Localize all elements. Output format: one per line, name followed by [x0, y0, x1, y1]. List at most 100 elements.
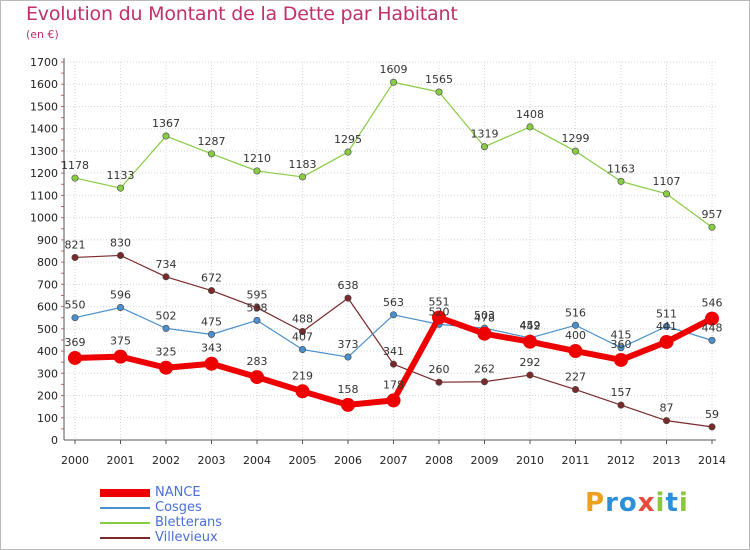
data-point-villevieux: [253, 304, 261, 312]
data-label-bletterans: 1408: [516, 108, 544, 121]
data-label-nance: 546: [702, 297, 723, 310]
data-label-nance: 551: [429, 295, 450, 308]
data-point-villevieux: [162, 273, 170, 281]
data-point-villevieux: [117, 251, 125, 259]
y-tick-label: 1600: [30, 78, 58, 91]
data-point-villevieux: [617, 401, 625, 409]
data-label-bletterans: 1565: [425, 73, 453, 86]
data-point-villevieux: [389, 360, 397, 368]
data-point-nance: [204, 356, 219, 371]
data-label-bletterans: 1295: [334, 133, 362, 146]
data-point-villevieux: [208, 287, 216, 295]
data-point-cosges: [208, 330, 216, 338]
logo-letter: i: [655, 488, 666, 518]
data-label-bletterans: 1319: [471, 128, 499, 141]
data-label-villevieux: 488: [292, 312, 313, 325]
data-point-villevieux: [71, 253, 79, 261]
data-label-villevieux: 595: [247, 289, 268, 302]
data-label-bletterans: 1183: [289, 158, 317, 171]
data-point-nance: [159, 360, 173, 375]
data-point-bletterans: [162, 132, 170, 140]
data-point-bletterans: [708, 223, 716, 231]
data-point-cosges: [162, 324, 170, 332]
legend-swatch-nance: [100, 489, 150, 497]
y-tick-label: 900: [37, 234, 58, 247]
series-nance: [68, 310, 719, 412]
data-point-bletterans: [480, 143, 488, 151]
data-label-cosges: 373: [338, 338, 359, 351]
y-tick-label: 1400: [30, 123, 58, 136]
data-label-bletterans: 957: [702, 208, 723, 221]
series-bletterans: [71, 78, 716, 231]
data-label-nance: 360: [611, 338, 632, 351]
data-point-cosges: [617, 344, 625, 352]
data-label-cosges: 502: [156, 309, 177, 322]
data-point-nance: [386, 393, 401, 408]
data-point-cosges: [662, 322, 670, 330]
data-label-cosges: 516: [565, 306, 586, 319]
legend-label-bletterans: Bletterans: [155, 515, 223, 530]
y-tick-label: 300: [37, 367, 58, 380]
data-point-villevieux: [435, 378, 443, 386]
y-tick-label: 1300: [30, 145, 58, 158]
data-label-bletterans: 1287: [198, 135, 226, 148]
y-tick-label: 700: [37, 278, 58, 291]
data-point-bletterans: [526, 123, 534, 131]
y-tick-label: 1700: [30, 56, 58, 69]
logo-letter: r: [605, 488, 619, 518]
data-point-nance: [477, 326, 492, 341]
x-tick-label: 2005: [289, 454, 317, 467]
data-label-nance: 178: [383, 378, 404, 391]
logo-letter: P: [585, 488, 606, 518]
data-label-bletterans: 1210: [243, 152, 271, 165]
y-tick-label: 600: [37, 301, 58, 314]
logo-letter: t: [665, 488, 679, 518]
x-tick-label: 2001: [107, 454, 135, 467]
data-label-villevieux: 87: [660, 402, 674, 415]
data-point-villevieux: [298, 327, 306, 335]
legend-label-villevieux: Villevieux: [155, 530, 218, 545]
data-point-bletterans: [344, 148, 352, 156]
x-tick-label: 2003: [198, 454, 226, 467]
data-point-nance: [113, 349, 128, 364]
data-label-villevieux: 830: [110, 236, 131, 249]
legend-swatch-cosges: [100, 507, 150, 509]
x-tick-label: 2012: [607, 454, 635, 467]
data-label-villevieux: 260: [429, 363, 450, 376]
data-label-nance: 400: [565, 329, 586, 342]
data-point-cosges: [389, 311, 397, 319]
data-label-villevieux: 341: [383, 345, 404, 358]
data-point-villevieux: [480, 378, 488, 386]
data-label-bletterans: 1367: [152, 117, 180, 130]
data-label-bletterans: 1163: [607, 162, 635, 175]
data-point-villevieux: [571, 386, 579, 394]
data-label-cosges: 415: [611, 329, 632, 342]
data-label-nance: 375: [110, 335, 131, 348]
x-tick-label: 2002: [152, 454, 180, 467]
x-tick-label: 2004: [243, 454, 271, 467]
data-label-nance: 219: [292, 369, 313, 382]
data-point-villevieux: [708, 423, 716, 431]
data-point-bletterans: [435, 88, 443, 96]
data-label-bletterans: 1609: [380, 63, 408, 76]
x-tick-label: 2008: [425, 454, 453, 467]
data-label-cosges: 448: [702, 321, 723, 334]
data-label-cosges: 511: [656, 307, 677, 320]
series-villevieux: [71, 251, 716, 431]
logo-letter: o: [618, 488, 638, 518]
data-point-nance: [659, 334, 674, 349]
data-label-villevieux: 821: [65, 238, 86, 251]
data-point-cosges: [117, 303, 125, 311]
data-label-villevieux: 734: [156, 258, 177, 271]
y-tick-label: 1500: [30, 100, 58, 113]
data-label-nance: 283: [247, 355, 268, 368]
data-point-nance: [432, 310, 446, 325]
data-label-bletterans: 1178: [61, 159, 89, 172]
legend-label-cosges: Cosges: [155, 500, 202, 515]
data-label-cosges: 563: [383, 296, 404, 309]
data-point-bletterans: [208, 150, 216, 158]
data-point-nance: [341, 397, 355, 412]
data-label-villevieux: 262: [474, 363, 495, 376]
